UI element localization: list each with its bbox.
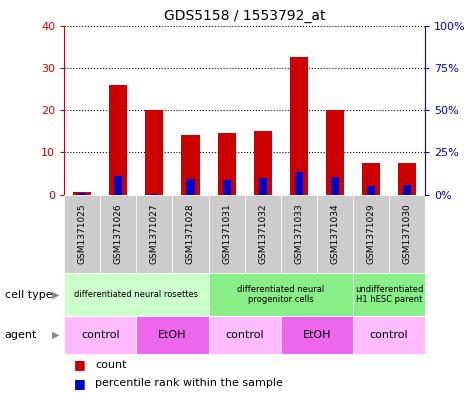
Bar — [294, 172, 303, 195]
Text: GSM1371025: GSM1371025 — [78, 204, 86, 264]
Text: control: control — [81, 330, 120, 340]
Bar — [64, 195, 100, 273]
Text: control: control — [225, 330, 264, 340]
Text: differentiated neural
progenitor cells: differentiated neural progenitor cells — [237, 285, 324, 305]
Bar — [353, 195, 389, 273]
Bar — [209, 316, 281, 354]
Bar — [281, 195, 317, 273]
Bar — [209, 273, 353, 316]
Bar — [114, 176, 123, 195]
Bar — [353, 316, 425, 354]
Text: GSM1371031: GSM1371031 — [222, 204, 231, 264]
Text: count: count — [95, 360, 126, 370]
Bar — [100, 195, 136, 273]
Text: ▶: ▶ — [52, 290, 59, 300]
Bar — [403, 185, 411, 195]
Text: cell type: cell type — [5, 290, 52, 300]
Bar — [258, 178, 267, 195]
Bar — [254, 131, 272, 195]
Title: GDS5158 / 1553792_at: GDS5158 / 1553792_at — [164, 9, 325, 23]
Text: GSM1371028: GSM1371028 — [186, 204, 195, 264]
Text: EtOH: EtOH — [158, 330, 187, 340]
Text: EtOH: EtOH — [303, 330, 331, 340]
Text: GSM1371030: GSM1371030 — [403, 204, 411, 264]
Bar — [367, 186, 375, 195]
Bar — [317, 195, 353, 273]
Text: differentiated neural rosettes: differentiated neural rosettes — [74, 290, 199, 299]
Bar — [64, 273, 209, 316]
Bar — [290, 57, 308, 195]
Text: GSM1371033: GSM1371033 — [294, 204, 303, 264]
Text: agent: agent — [5, 330, 37, 340]
Bar — [218, 133, 236, 195]
Bar — [331, 177, 339, 195]
Bar — [362, 163, 380, 195]
Text: GSM1371027: GSM1371027 — [150, 204, 159, 264]
Bar — [109, 84, 127, 195]
Bar — [181, 135, 200, 195]
Text: GSM1371029: GSM1371029 — [367, 204, 375, 264]
Text: ▶: ▶ — [52, 330, 59, 340]
Bar — [353, 273, 425, 316]
Text: GSM1371034: GSM1371034 — [331, 204, 339, 264]
Bar — [222, 180, 231, 195]
Text: GSM1371032: GSM1371032 — [258, 204, 267, 264]
Bar — [150, 194, 159, 195]
Bar — [136, 316, 209, 354]
Bar — [186, 179, 195, 195]
Text: undifferentiated
H1 hESC parent: undifferentiated H1 hESC parent — [355, 285, 423, 305]
Bar — [389, 195, 425, 273]
Bar — [172, 195, 209, 273]
Bar — [64, 316, 136, 354]
Bar — [326, 110, 344, 195]
Bar — [73, 193, 91, 195]
Text: control: control — [370, 330, 408, 340]
Bar — [281, 316, 353, 354]
Bar — [78, 193, 86, 195]
Bar — [209, 195, 245, 273]
Bar — [245, 195, 281, 273]
Bar — [136, 195, 172, 273]
Text: ■: ■ — [74, 358, 86, 371]
Text: GSM1371026: GSM1371026 — [114, 204, 123, 264]
Bar — [398, 163, 416, 195]
Bar — [145, 110, 163, 195]
Text: ■: ■ — [74, 376, 86, 390]
Text: percentile rank within the sample: percentile rank within the sample — [95, 378, 283, 388]
